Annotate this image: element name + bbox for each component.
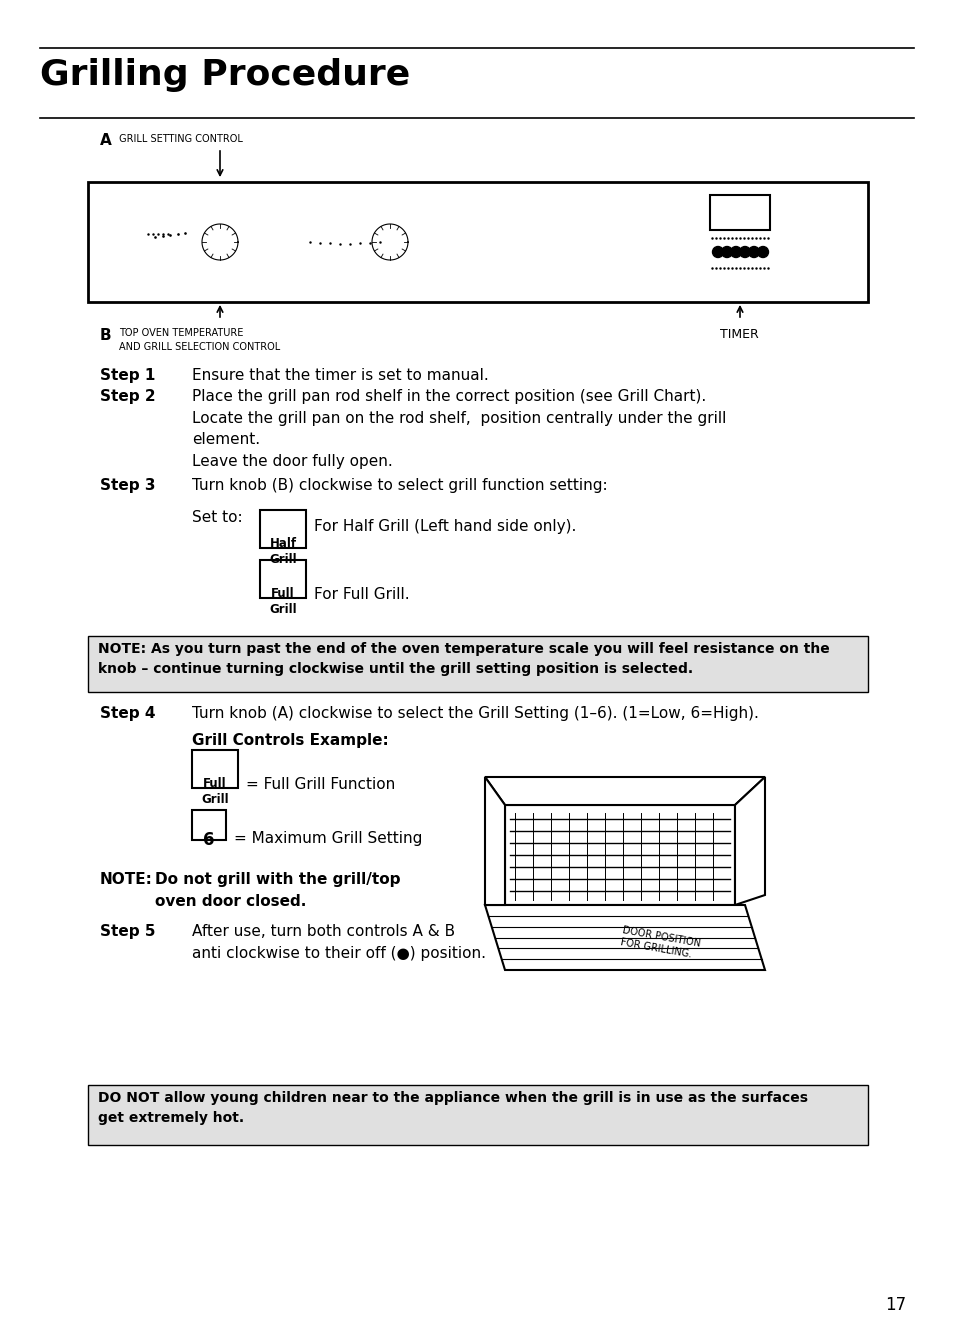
Bar (88, 1085, 867, 1145)
Text: = Full Grill Function: = Full Grill Function (246, 778, 395, 792)
Text: Ensure that the timer is set to manual.: Ensure that the timer is set to manual. (192, 367, 488, 383)
Text: Do not grill with the grill/top
oven door closed.: Do not grill with the grill/top oven doo… (154, 872, 400, 908)
Bar (88, 182, 867, 302)
Text: DOOR POSITION
FOR GRILLING.: DOOR POSITION FOR GRILLING. (619, 926, 701, 961)
Circle shape (712, 247, 722, 258)
Bar (192, 810, 226, 840)
Text: Step 2: Step 2 (100, 389, 155, 403)
Text: Step 4: Step 4 (100, 705, 155, 721)
Text: Turn knob (A) clockwise to select the Grill Setting (1–6). (1=Low, 6=High).: Turn knob (A) clockwise to select the Gr… (192, 705, 758, 721)
Text: Grill Controls Example:: Grill Controls Example: (192, 733, 388, 748)
Circle shape (757, 247, 768, 258)
Polygon shape (734, 778, 764, 904)
Polygon shape (484, 904, 764, 970)
Text: 6: 6 (203, 831, 214, 848)
Text: Step 1: Step 1 (100, 367, 155, 383)
Text: Set to:: Set to: (192, 510, 242, 525)
Circle shape (720, 247, 732, 258)
Text: For Full Grill.: For Full Grill. (314, 587, 409, 603)
Circle shape (730, 247, 740, 258)
Text: NOTE: As you turn past the end of the oven temperature scale you will feel resis: NOTE: As you turn past the end of the ov… (98, 643, 829, 676)
Text: NOTE:: NOTE: (100, 872, 152, 887)
Bar (260, 510, 306, 548)
Polygon shape (484, 778, 764, 806)
Text: Full
Grill: Full Grill (201, 778, 229, 806)
Circle shape (748, 247, 759, 258)
Text: A: A (100, 134, 112, 148)
Bar (709, 195, 769, 230)
Text: Step 3: Step 3 (100, 478, 155, 493)
Text: For Half Grill (Left hand side only).: For Half Grill (Left hand side only). (314, 518, 576, 534)
Text: DO NOT allow young children near to the appliance when the grill is in use as th: DO NOT allow young children near to the … (98, 1092, 807, 1125)
Text: TIMER: TIMER (720, 329, 758, 341)
Text: Turn knob (B) clockwise to select grill function setting:: Turn knob (B) clockwise to select grill … (192, 478, 607, 493)
Text: TOP OVEN TEMPERATURE
AND GRILL SELECTION CONTROL: TOP OVEN TEMPERATURE AND GRILL SELECTION… (119, 329, 280, 351)
Polygon shape (504, 806, 734, 904)
Bar (260, 560, 306, 599)
Text: Step 5: Step 5 (100, 925, 155, 939)
Text: Grilling Procedure: Grilling Procedure (40, 57, 410, 92)
Text: B: B (100, 329, 112, 343)
Text: Place the grill pan rod shelf in the correct position (see Grill Chart).
Locate : Place the grill pan rod shelf in the cor… (192, 389, 725, 469)
Circle shape (739, 247, 750, 258)
Text: Full
Grill: Full Grill (269, 587, 296, 616)
Text: GRILL SETTING CONTROL: GRILL SETTING CONTROL (116, 134, 243, 144)
Bar (192, 749, 237, 788)
Text: = Maximum Grill Setting: = Maximum Grill Setting (233, 831, 422, 846)
Bar (88, 636, 867, 692)
Text: After use, turn both controls A & B
anti clockwise to their off (●) position.: After use, turn both controls A & B anti… (192, 925, 485, 961)
Text: 17: 17 (884, 1296, 905, 1315)
Polygon shape (484, 778, 504, 904)
Text: Half
Grill: Half Grill (269, 537, 296, 566)
